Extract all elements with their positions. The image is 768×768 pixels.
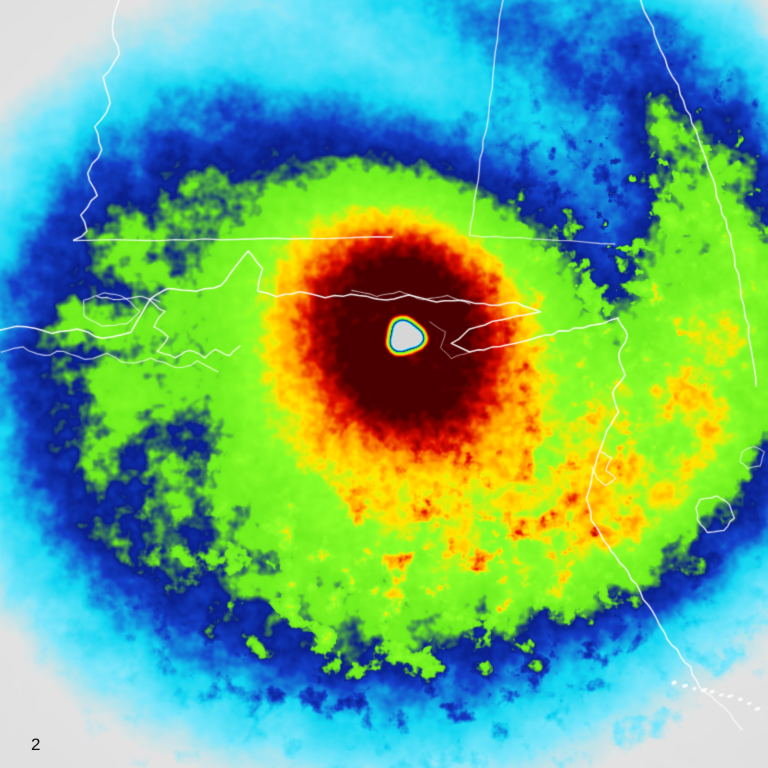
corner-frame-number: 2 bbox=[31, 735, 41, 754]
